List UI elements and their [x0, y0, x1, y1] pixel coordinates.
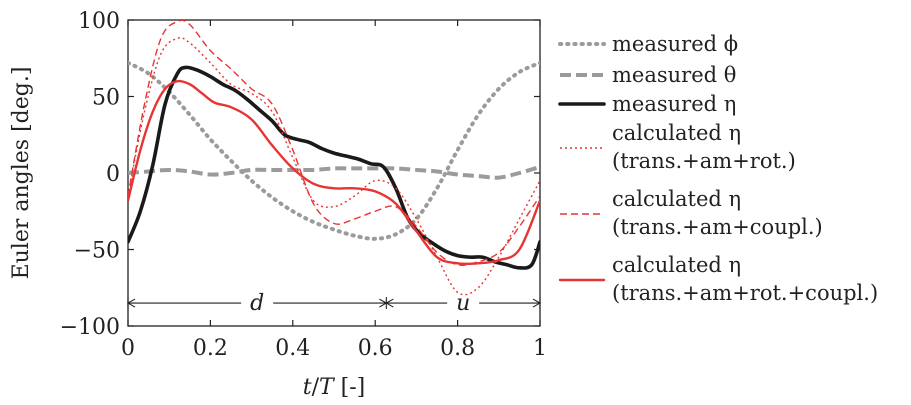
legend-label: measured η — [612, 92, 736, 116]
y-tick-label: −50 — [74, 239, 120, 264]
series-line-6 — [128, 79, 540, 266]
phase-label: d — [250, 291, 264, 316]
series-line-3 — [128, 65, 540, 270]
series-line-1 — [128, 60, 540, 241]
y-tick-label: 100 — [78, 9, 120, 34]
legend-label-detail: (trans.+am+rot.) — [612, 149, 796, 173]
legend-label: calculated η — [612, 253, 741, 277]
legend-label-detail: (trans.+am+coupl.) — [612, 215, 823, 239]
x-tick-label: 0.6 — [358, 336, 393, 361]
y-tick-label: 0 — [106, 162, 120, 187]
series-line-5 — [128, 20, 540, 266]
x-axis-ticks: 0 0.2 0.4 0.6 0.8 1 — [121, 20, 547, 361]
x-tick-label: 0.2 — [193, 336, 228, 361]
series-line-2 — [128, 164, 540, 180]
x-tick-label: 0.8 — [440, 336, 475, 361]
legend-label-detail: (trans.+am+rot.+coupl.) — [612, 281, 878, 305]
y-axis-label: Euler angles [deg.] — [9, 67, 34, 280]
series-line-4 — [128, 37, 540, 296]
legend-label: calculated η — [612, 187, 741, 211]
legend: measured ϕ measured θ measured η calculated… — [558, 32, 878, 305]
series-lines — [128, 20, 540, 296]
phase-label: u — [456, 291, 470, 316]
y-tick-label: −100 — [60, 315, 120, 340]
y-tick-label: 50 — [92, 86, 120, 111]
legend-label: calculated η — [612, 121, 741, 145]
x-axis-label: t/T [-] — [303, 375, 366, 400]
legend-label: measured ϕ — [612, 32, 738, 56]
x-tick-label: 0 — [121, 336, 135, 361]
x-tick-label: 0.4 — [275, 336, 310, 361]
legend-label: measured θ — [612, 63, 736, 87]
x-tick-label: 1 — [533, 336, 547, 361]
plot-frame — [127, 19, 541, 327]
